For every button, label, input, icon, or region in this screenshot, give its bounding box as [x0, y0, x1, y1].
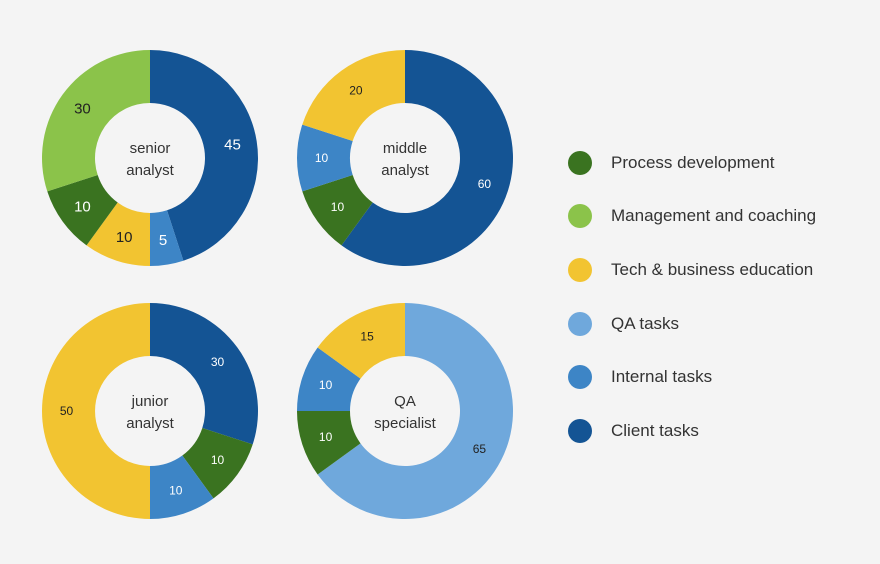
slice-value-label: 10	[331, 200, 345, 214]
donut-chart-qa-specialist: 65 10 10 15 QA specialist	[297, 303, 513, 519]
center-label: senior analyst	[126, 140, 174, 179]
slice-value-label: 15	[360, 330, 374, 344]
slice-value-label: 10	[169, 483, 183, 497]
legend-swatch	[568, 150, 592, 175]
slice-process-development	[297, 411, 361, 475]
legend-item-client-tasks: Client tasks	[568, 404, 816, 458]
slice-qa-tasks	[317, 303, 513, 519]
slice-internal-tasks	[297, 347, 361, 411]
slice-internal-tasks	[297, 124, 353, 192]
slice-internal-tasks	[150, 210, 184, 266]
legend-item-management-and-coaching: Management and coaching	[568, 190, 816, 244]
legend-item-qa-tasks: QA tasks	[568, 297, 816, 351]
donut-chart-senior-analyst: 45 5 10 10 30 senior analyst	[41, 50, 258, 266]
legend: Process development Management and coach…	[568, 136, 816, 458]
donut-chart-middle-analyst: 60 10 10 20 middle analyst	[297, 50, 513, 267]
slice-value-label: 20	[349, 83, 363, 97]
legend-swatch	[568, 257, 592, 282]
legend-label: Process development	[611, 152, 775, 172]
slice-value-label: 10	[116, 229, 133, 246]
legend-item-tech-business-education: Tech & business education	[568, 243, 816, 297]
slice-value-label: 10	[319, 378, 333, 392]
legend-label: Client tasks	[611, 420, 699, 440]
slice-value-label: 10	[74, 199, 91, 216]
slice-process-development	[47, 174, 118, 246]
legend-swatch	[568, 204, 592, 229]
slice-value-label: 10	[315, 151, 329, 165]
center-label: junior analyst	[126, 393, 174, 432]
slice-value-label: 50	[60, 404, 74, 418]
slice-value-label: 30	[74, 100, 91, 117]
legend-swatch	[568, 418, 592, 443]
slice-value-label: 65	[473, 442, 487, 456]
legend-label: Management and coaching	[611, 206, 817, 226]
legend-swatch	[568, 365, 592, 390]
center-label: QA specialist	[374, 393, 437, 432]
slice-tech-business-education	[42, 303, 150, 519]
legend-label: QA tasks	[611, 313, 680, 333]
slice-tech-business-education	[86, 202, 150, 266]
slice-management-and-coaching	[41, 50, 150, 192]
slice-internal-tasks	[150, 455, 214, 519]
legend-swatch	[568, 311, 592, 336]
slice-tech-business-education	[317, 303, 405, 379]
slice-value-label: 60	[478, 177, 492, 191]
slice-client-tasks	[150, 303, 258, 445]
legend-label: Internal tasks	[611, 367, 713, 387]
legend-item-process-development: Process development	[568, 136, 816, 190]
slice-process-development	[182, 427, 253, 499]
legend-label: Tech & business education	[611, 259, 814, 279]
center-label: middle analyst	[381, 140, 429, 179]
slice-value-label: 10	[211, 453, 225, 467]
slice-process-development	[302, 174, 373, 246]
donut-chart-junior-analyst: 30 10 10 50 junior analyst	[42, 303, 258, 519]
slice-tech-business-education	[302, 50, 405, 142]
slice-value-label: 30	[211, 355, 225, 369]
slice-value-label: 5	[159, 232, 167, 249]
slice-client-tasks	[341, 50, 513, 267]
legend-item-internal-tasks: Internal tasks	[568, 350, 816, 404]
slice-value-label: 10	[319, 430, 333, 444]
slice-client-tasks	[150, 50, 258, 261]
slice-value-label: 45	[224, 136, 241, 153]
